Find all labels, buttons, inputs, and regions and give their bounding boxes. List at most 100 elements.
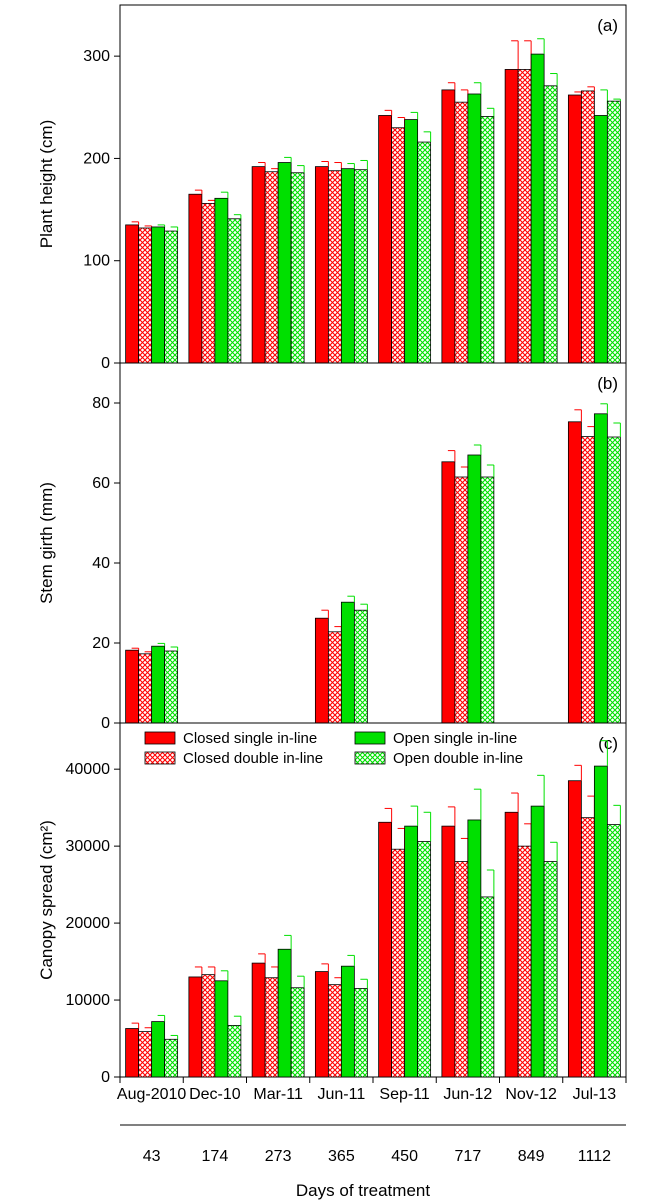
panel-label: (a) xyxy=(597,16,618,35)
x-tick-label: Dec-10 xyxy=(189,1086,241,1103)
bar xyxy=(606,436,621,724)
bar xyxy=(567,780,582,1078)
bar xyxy=(480,476,495,724)
legend-label: Open double in-line xyxy=(393,750,523,767)
bar xyxy=(188,193,203,364)
y-tick-label: 20000 xyxy=(66,915,111,932)
bar xyxy=(201,974,216,1078)
bar xyxy=(467,819,482,1078)
bar xyxy=(480,116,495,364)
bar xyxy=(517,69,532,364)
bar xyxy=(378,821,393,1078)
bar xyxy=(467,93,482,364)
bar xyxy=(593,765,608,1078)
panel-label: (c) xyxy=(598,734,618,753)
y-tick-label: 80 xyxy=(92,395,110,412)
bar xyxy=(125,224,140,364)
y-tick-label: 0 xyxy=(101,1069,110,1086)
y-tick-label: 0 xyxy=(101,715,110,732)
bar xyxy=(138,1031,153,1078)
bar xyxy=(201,203,216,364)
bar xyxy=(138,653,153,724)
bar xyxy=(340,601,355,724)
legend-label: Open single in-line xyxy=(393,730,517,747)
bar xyxy=(580,90,595,364)
y-tick-label: 40000 xyxy=(66,761,111,778)
bar xyxy=(264,977,279,1078)
panel-label: (b) xyxy=(597,374,618,393)
bar xyxy=(314,617,329,724)
y-tick-label: 100 xyxy=(83,253,110,270)
bar xyxy=(593,115,608,364)
bar xyxy=(441,461,456,724)
bar xyxy=(227,218,242,364)
y-tick-label: 40 xyxy=(92,555,110,572)
bar xyxy=(164,1038,179,1078)
bar xyxy=(277,162,292,364)
bar xyxy=(340,168,355,364)
y-tick-label: 10000 xyxy=(66,992,111,1009)
bar xyxy=(480,896,495,1078)
y-tick-label: 20 xyxy=(92,635,110,652)
bar xyxy=(378,115,393,364)
bar xyxy=(567,421,582,724)
plot-frame xyxy=(119,362,627,724)
legend-label: Closed single in-line xyxy=(183,730,317,747)
bar xyxy=(327,631,342,724)
y-tick-label: 0 xyxy=(101,355,110,372)
bar xyxy=(454,861,469,1078)
bar xyxy=(441,825,456,1078)
x-tick-label: Jul-13 xyxy=(573,1086,617,1103)
panel-a: 0 100 200 300 Plant height (cm) (a) xyxy=(37,4,627,372)
secondary-x-tick-label: 849 xyxy=(518,1148,545,1165)
bar xyxy=(593,413,608,724)
bar xyxy=(251,166,266,364)
y-tick-label: 200 xyxy=(83,150,110,167)
x-tick-label: Mar-11 xyxy=(253,1086,303,1103)
bar xyxy=(151,226,166,364)
bar xyxy=(125,1028,140,1078)
bar xyxy=(391,848,406,1078)
panel-c: 0 10000 20000 30000 40000 Canopy spread (cm²)… xyxy=(37,722,627,1086)
secondary-x-tick-label: 1112 xyxy=(578,1148,611,1165)
bar xyxy=(314,166,329,364)
y-tick-label: 300 xyxy=(83,48,110,65)
secondary-x-tick-label: 450 xyxy=(391,1148,418,1165)
secondary-x-tick-label: 174 xyxy=(202,1148,229,1165)
bar xyxy=(404,825,419,1078)
secondary-x-tick-label: 43 xyxy=(143,1148,161,1165)
bar xyxy=(290,172,305,364)
secondary-x-tick-label: 717 xyxy=(455,1148,482,1165)
bar xyxy=(164,230,179,364)
y-axis-title: Canopy spread (cm²) xyxy=(37,820,56,980)
bar xyxy=(467,454,482,724)
secondary-x-tick-label: 273 xyxy=(265,1148,292,1165)
bar xyxy=(454,101,469,364)
bar xyxy=(543,861,558,1078)
bar xyxy=(353,609,368,724)
bar xyxy=(340,965,355,1078)
legend-swatch xyxy=(144,731,176,745)
bar xyxy=(543,85,558,364)
bar xyxy=(606,824,621,1078)
bar xyxy=(417,841,432,1078)
bar xyxy=(580,436,595,724)
secondary-x-tick-label: 365 xyxy=(328,1148,355,1165)
bar xyxy=(454,476,469,724)
bar xyxy=(188,976,203,1078)
bar xyxy=(314,971,329,1078)
legend-label: Closed double in-line xyxy=(183,750,323,767)
bar xyxy=(530,805,545,1078)
bar xyxy=(567,94,582,364)
bar xyxy=(290,987,305,1078)
bar xyxy=(504,811,519,1078)
bar xyxy=(353,169,368,364)
bar xyxy=(264,171,279,364)
bar xyxy=(327,170,342,364)
legend-swatch xyxy=(354,751,386,765)
bar xyxy=(530,53,545,364)
y-axis-title: Plant height (cm) xyxy=(37,120,56,249)
bar xyxy=(404,119,419,364)
legend-swatch xyxy=(354,731,386,745)
